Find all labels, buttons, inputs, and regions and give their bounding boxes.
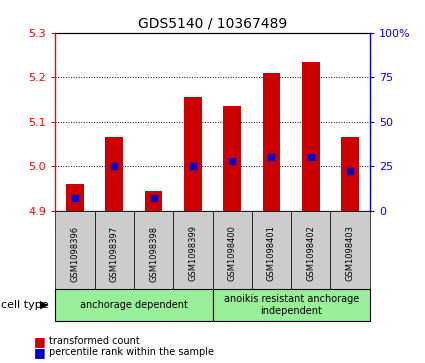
Text: GSM1098397: GSM1098397	[110, 225, 119, 282]
Text: ■: ■	[34, 346, 46, 359]
Bar	[66, 184, 84, 211]
Bar	[263, 73, 280, 211]
Text: anoikis resistant anchorage
independent: anoikis resistant anchorage independent	[224, 294, 359, 316]
Text: GSM1098403: GSM1098403	[346, 225, 354, 281]
Text: ▶: ▶	[40, 300, 49, 310]
Bar	[223, 106, 241, 211]
Text: GSM1098398: GSM1098398	[149, 225, 158, 282]
Bar	[184, 97, 202, 211]
Text: GSM1098401: GSM1098401	[267, 225, 276, 281]
Bar	[302, 62, 320, 211]
Text: GSM1098396: GSM1098396	[71, 225, 79, 282]
Text: GSM1098402: GSM1098402	[306, 225, 315, 281]
Bar	[144, 191, 162, 211]
Text: transformed count: transformed count	[49, 336, 140, 346]
Bar	[341, 137, 359, 211]
Bar	[105, 137, 123, 211]
Text: percentile rank within the sample: percentile rank within the sample	[49, 347, 214, 357]
Text: cell type: cell type	[1, 300, 48, 310]
Text: anchorage dependent: anchorage dependent	[80, 300, 188, 310]
Text: GSM1098400: GSM1098400	[228, 225, 237, 281]
Title: GDS5140 / 10367489: GDS5140 / 10367489	[138, 16, 287, 30]
Text: ■: ■	[34, 335, 46, 348]
Text: GSM1098399: GSM1098399	[188, 225, 197, 281]
